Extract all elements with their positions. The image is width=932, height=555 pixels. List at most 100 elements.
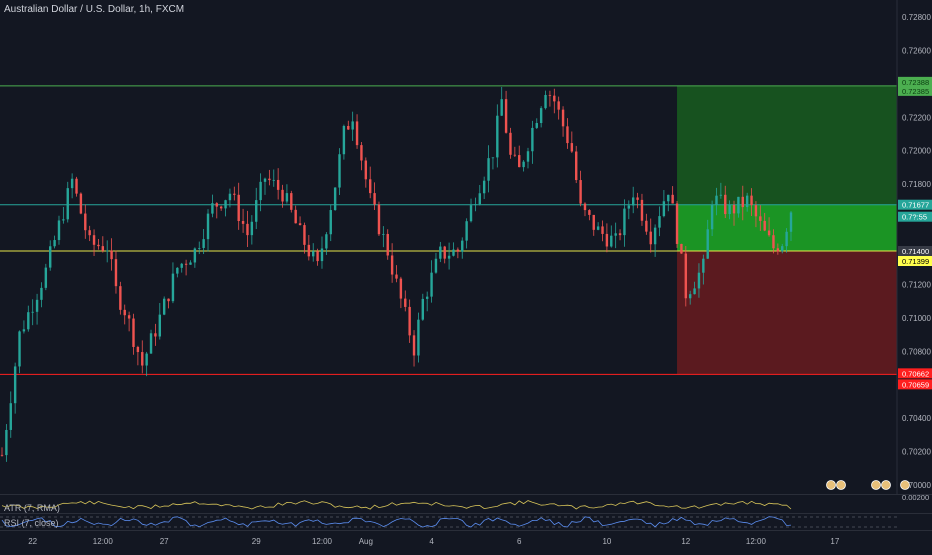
candle-body[interactable] [49, 246, 52, 268]
candle-body[interactable] [88, 230, 91, 236]
candle-body[interactable] [443, 246, 446, 259]
candle-body[interactable] [412, 335, 416, 356]
candle-body[interactable] [351, 121, 354, 130]
candle-body[interactable] [522, 161, 525, 168]
candle-body[interactable] [162, 298, 166, 315]
candle-body[interactable] [206, 213, 210, 240]
event-icon[interactable] [836, 480, 846, 490]
candle-body[interactable] [276, 179, 280, 190]
candle-body[interactable] [0, 454, 4, 456]
candle-body[interactable] [702, 258, 705, 273]
candle-body[interactable] [281, 189, 284, 202]
candle-body[interactable] [452, 249, 455, 256]
event-icon[interactable] [826, 480, 836, 490]
candle-body[interactable] [101, 246, 105, 251]
candle-body[interactable] [526, 151, 530, 162]
candle-body[interactable] [465, 221, 468, 241]
candle-body[interactable] [53, 240, 56, 247]
rsi-indicator-label[interactable]: RSI (7, close) [4, 518, 59, 528]
candle-body[interactable] [693, 288, 696, 295]
candle-body[interactable] [382, 233, 385, 235]
candle-body[interactable] [237, 194, 240, 222]
candle-body[interactable] [430, 272, 433, 297]
event-icon[interactable] [900, 480, 910, 490]
candle-body[interactable] [680, 243, 683, 254]
candle-body[interactable] [588, 210, 591, 215]
candle-body[interactable] [215, 203, 218, 207]
candle-body[interactable] [272, 179, 275, 181]
candle-body[interactable] [180, 263, 183, 268]
atr-line[interactable] [1, 500, 792, 510]
candle-body[interactable] [368, 179, 372, 194]
candle-body[interactable] [66, 188, 69, 220]
candle-body[interactable] [469, 205, 473, 222]
candle-body[interactable] [640, 199, 644, 221]
candle-body[interactable] [92, 235, 96, 245]
candle-body[interactable] [390, 255, 394, 275]
candle-body[interactable] [123, 309, 126, 316]
candle-body[interactable] [728, 204, 731, 215]
candle-body[interactable] [601, 226, 604, 234]
event-icon[interactable] [871, 480, 881, 490]
candle-body[interactable] [684, 253, 688, 299]
candle-body[interactable] [105, 250, 109, 252]
candle-body[interactable] [145, 353, 148, 366]
candle-body[interactable] [154, 333, 157, 337]
candle-body[interactable] [759, 216, 762, 221]
candle-body[interactable] [127, 315, 131, 319]
candle-body[interactable] [202, 239, 205, 248]
candle-body[interactable] [189, 262, 192, 265]
candle-body[interactable] [22, 329, 26, 332]
candle-body[interactable] [114, 259, 118, 287]
candle-body[interactable] [303, 225, 306, 245]
candle-body[interactable] [219, 206, 223, 209]
candle-body[interactable] [79, 193, 83, 214]
candle-body[interactable] [233, 193, 236, 195]
candle-body[interactable] [364, 160, 368, 180]
candle-body[interactable] [675, 203, 679, 244]
candle-body[interactable] [518, 155, 521, 168]
candle-body[interactable] [631, 197, 635, 206]
candle-body[interactable] [724, 194, 727, 215]
candle-body[interactable] [307, 244, 311, 257]
candle-body[interactable] [482, 180, 486, 194]
candle-body[interactable] [5, 429, 8, 456]
candle-body[interactable] [732, 204, 736, 214]
candle-body[interactable] [110, 250, 113, 260]
candle-body[interactable] [360, 145, 363, 161]
candle-body[interactable] [132, 318, 135, 347]
candle-body[interactable] [377, 204, 381, 235]
candle-body[interactable] [320, 248, 324, 262]
candle-body[interactable] [627, 205, 631, 209]
candle-body[interactable] [496, 115, 499, 158]
candle-body[interactable] [754, 205, 758, 217]
candle-body[interactable] [171, 273, 175, 302]
price-level-box[interactable] [898, 256, 932, 266]
candle-body[interactable] [290, 193, 293, 210]
candle-body[interactable] [316, 251, 319, 262]
candle-body[interactable] [9, 403, 12, 430]
candle-body[interactable] [347, 125, 350, 130]
candle-body[interactable] [789, 212, 793, 232]
candle-body[interactable] [246, 223, 249, 236]
candle-body[interactable] [456, 249, 460, 252]
candle-body[interactable] [193, 248, 197, 263]
candle-body[interactable] [241, 221, 245, 224]
candle-body[interactable] [781, 246, 784, 252]
candle-body[interactable] [27, 312, 30, 330]
candle-body[interactable] [737, 196, 740, 214]
candle-body[interactable] [399, 278, 403, 299]
candle-body[interactable] [184, 263, 188, 265]
candle-body[interactable] [575, 151, 578, 181]
candle-body[interactable] [298, 223, 302, 226]
price-level-box[interactable] [898, 246, 932, 256]
candle-body[interactable] [667, 194, 670, 202]
candle-body[interactable] [715, 195, 718, 205]
candle-body[interactable] [557, 101, 560, 110]
candle-body[interactable] [671, 194, 674, 204]
candle-body[interactable] [18, 331, 21, 367]
candle-body[interactable] [741, 196, 744, 208]
candle-body[interactable] [268, 178, 271, 181]
candle-body[interactable] [509, 132, 512, 155]
